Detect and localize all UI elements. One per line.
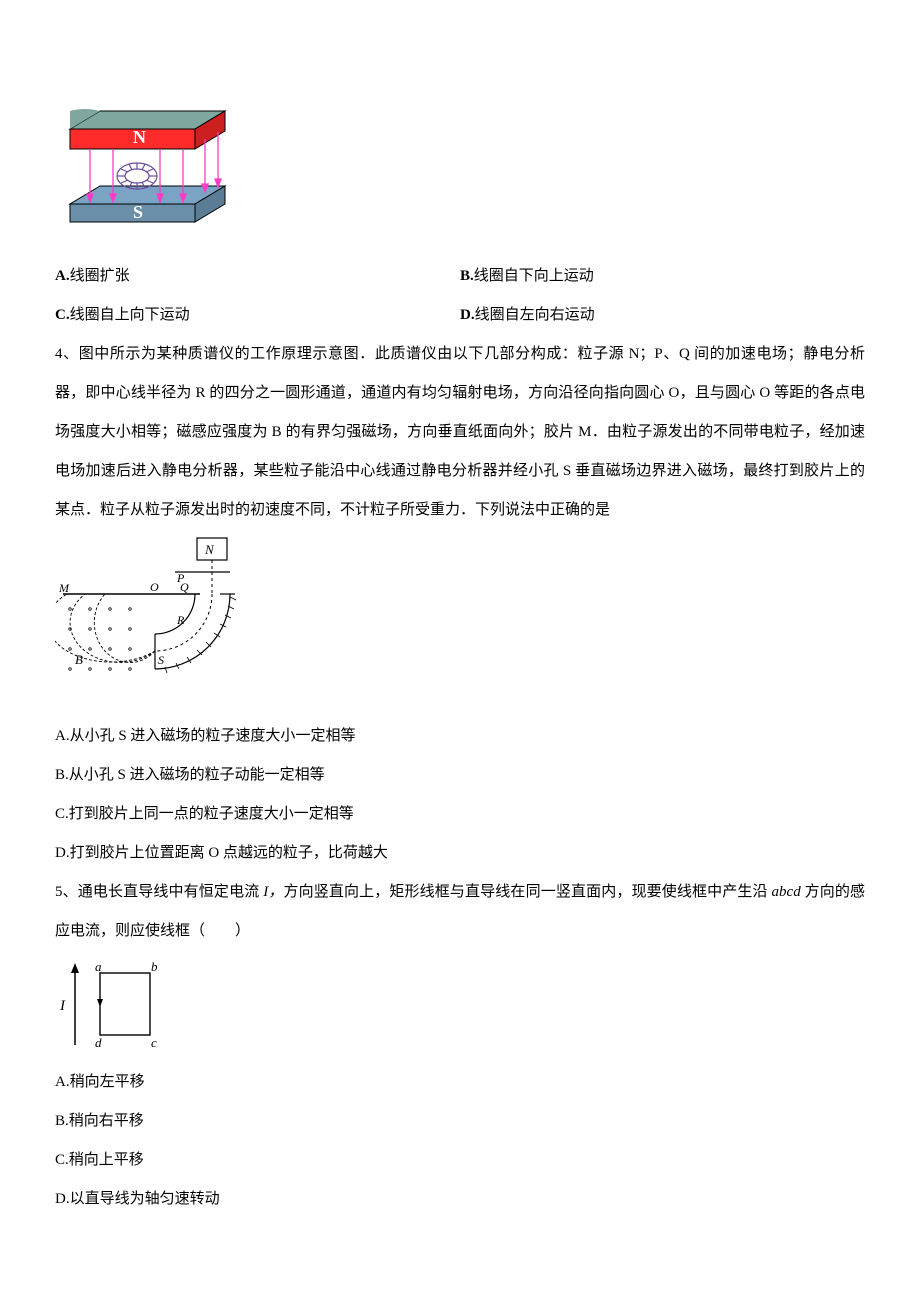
q5-text-2: 方向竖直向上，矩形线框与直导线在同一竖直面内，现要使线框中产生沿 <box>283 884 771 900</box>
q5-italic-I: I， <box>263 884 283 900</box>
q3-options-row-2: C.线圈自上向下运动 D.线圈自左向右运动 <box>55 296 865 335</box>
svg-text:S: S <box>158 653 164 667</box>
q5-number: 5、 <box>55 884 78 900</box>
q5-body: 5、通电长直导线中有恒定电流 I，方向竖直向上，矩形线框与直导线在同一竖直面内，… <box>55 873 865 951</box>
magnet-svg: N S <box>55 94 235 249</box>
option-label: B. <box>55 1113 69 1129</box>
svg-text:M: M <box>58 581 70 595</box>
svg-text:B: B <box>75 652 83 667</box>
q5-option-B: B.稍向右平移 <box>55 1102 865 1141</box>
option-label: D. <box>55 845 70 861</box>
figure-wireframe: I a b c d <box>55 955 865 1055</box>
svg-text:N: N <box>204 542 215 557</box>
option-text: 稍向上平移 <box>69 1152 144 1168</box>
option-label: D. <box>460 307 475 323</box>
q4-number: 4、 <box>55 346 79 362</box>
q3-option-C: C.线圈自上向下运动 <box>55 296 460 335</box>
svg-text:b: b <box>151 959 158 974</box>
figure-magnet: N S <box>55 94 865 249</box>
option-text: 以直导线为轴匀速转动 <box>70 1191 220 1207</box>
q4-option-A: A.从小孔 S 进入磁场的粒子速度大小一定相等 <box>55 717 865 756</box>
q4-option-B: B.从小孔 S 进入磁场的粒子动能一定相等 <box>55 756 865 795</box>
q4-text: 图中所示为某种质谱仪的工作原理示意图．此质谱仪由以下几部分构成：粒子源 N；P、… <box>55 346 865 518</box>
q5-italic-abcd: abcd <box>772 884 805 900</box>
q5-text-1: 通电长直导线中有恒定电流 <box>78 884 263 900</box>
svg-text:R: R <box>176 613 185 627</box>
option-text: 打到胶片上位置距离 O 点越远的粒子，比荷越大 <box>70 845 388 861</box>
q4-option-C: C.打到胶片上同一点的粒子速度大小一定相等 <box>55 795 865 834</box>
svg-text:S: S <box>133 202 143 222</box>
option-label: C. <box>55 307 70 323</box>
option-label: A. <box>55 268 70 284</box>
option-text: 线圈自下向上运动 <box>474 268 594 284</box>
option-text: 稍向右平移 <box>69 1113 144 1129</box>
option-label: C. <box>55 806 69 822</box>
svg-text:d: d <box>95 1035 102 1050</box>
q4-body: 4、图中所示为某种质谱仪的工作原理示意图．此质谱仪由以下几部分构成：粒子源 N；… <box>55 335 865 530</box>
q4-option-D: D.打到胶片上位置距离 O 点越远的粒子，比荷越大 <box>55 834 865 873</box>
figure-spectrometer: N P M O Q R S B <box>55 534 865 709</box>
q3-option-D: D.线圈自左向右运动 <box>460 296 865 335</box>
spectrometer-svg: N P M O Q R S B <box>55 534 255 709</box>
option-text: 从小孔 S 进入磁场的粒子动能一定相等 <box>69 767 325 783</box>
option-label: D. <box>55 1191 70 1207</box>
option-text: 线圈自左向右运动 <box>475 307 595 323</box>
svg-text:c: c <box>151 1035 157 1050</box>
option-text: 线圈扩张 <box>70 268 130 284</box>
option-label: B. <box>55 767 69 783</box>
option-text: 稍向左平移 <box>70 1074 145 1090</box>
option-text: 线圈自上向下运动 <box>70 307 190 323</box>
q5-option-D: D.以直导线为轴匀速转动 <box>55 1180 865 1219</box>
svg-text:I: I <box>59 998 66 1014</box>
q5-option-A: A.稍向左平移 <box>55 1063 865 1102</box>
svg-text:Q: Q <box>180 580 189 594</box>
option-text: 打到胶片上同一点的粒子速度大小一定相等 <box>69 806 354 822</box>
svg-text:N: N <box>133 127 146 147</box>
q3-option-A: A.线圈扩张 <box>55 257 460 296</box>
q3-option-B: B.线圈自下向上运动 <box>460 257 865 296</box>
svg-text:O: O <box>150 580 159 594</box>
q3-options-row-1: A.线圈扩张 B.线圈自下向上运动 <box>55 257 865 296</box>
option-text: 从小孔 S 进入磁场的粒子速度大小一定相等 <box>70 728 356 744</box>
option-label: C. <box>55 1152 69 1168</box>
option-label: A. <box>55 1074 70 1090</box>
q5-option-C: C.稍向上平移 <box>55 1141 865 1180</box>
svg-text:a: a <box>95 959 102 974</box>
option-label: A. <box>55 728 70 744</box>
wireframe-svg: I a b c d <box>55 955 175 1055</box>
option-label: B. <box>460 268 474 284</box>
